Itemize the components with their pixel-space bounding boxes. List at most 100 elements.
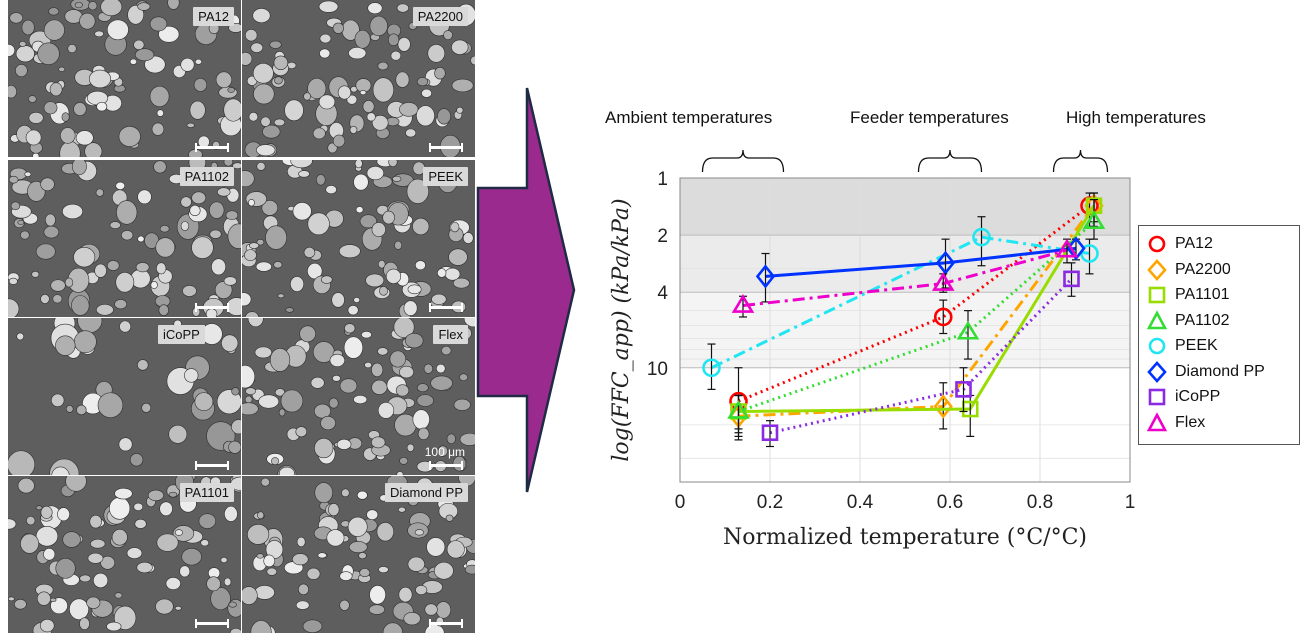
particle bbox=[437, 108, 451, 125]
particle bbox=[88, 69, 112, 89]
data-point bbox=[702, 358, 721, 378]
particle bbox=[314, 482, 333, 504]
legend-label: Flex bbox=[1175, 413, 1206, 431]
particle bbox=[385, 268, 402, 284]
particle bbox=[389, 350, 407, 368]
particle bbox=[115, 272, 135, 293]
series-line bbox=[738, 220, 1095, 413]
particle bbox=[372, 77, 394, 103]
particle bbox=[228, 601, 237, 608]
particle bbox=[65, 405, 74, 413]
particle bbox=[364, 361, 372, 369]
micrograph-label: Flex bbox=[433, 325, 468, 344]
particle bbox=[261, 200, 279, 216]
particle bbox=[441, 345, 452, 356]
particle bbox=[58, 66, 66, 72]
particle bbox=[339, 378, 358, 394]
particle bbox=[353, 297, 361, 303]
particle bbox=[371, 362, 384, 377]
particle bbox=[366, 166, 384, 181]
particle bbox=[459, 373, 468, 382]
particle bbox=[256, 162, 266, 171]
particle bbox=[456, 106, 464, 114]
particle bbox=[414, 260, 426, 271]
particle bbox=[348, 541, 368, 553]
particle-texture bbox=[242, 0, 475, 157]
particle bbox=[298, 170, 310, 178]
particle bbox=[336, 438, 352, 450]
particle bbox=[100, 0, 123, 17]
particle bbox=[416, 394, 434, 407]
particle bbox=[25, 129, 42, 146]
particle bbox=[35, 243, 56, 260]
particle bbox=[448, 248, 468, 266]
particle bbox=[365, 273, 385, 288]
particle bbox=[312, 127, 326, 140]
particle bbox=[437, 445, 448, 457]
data-point bbox=[933, 307, 953, 327]
particle bbox=[8, 596, 15, 602]
particle bbox=[387, 33, 400, 46]
legend-marker bbox=[1148, 337, 1166, 355]
particle bbox=[217, 187, 231, 197]
particle bbox=[296, 536, 306, 548]
particle bbox=[28, 95, 37, 103]
group-brace bbox=[917, 149, 983, 173]
particle bbox=[463, 318, 475, 328]
particle bbox=[224, 505, 238, 522]
particle bbox=[252, 8, 271, 24]
particle bbox=[451, 39, 469, 55]
particle bbox=[231, 419, 241, 435]
particle bbox=[388, 160, 398, 167]
scale-bar bbox=[195, 143, 229, 152]
particle bbox=[144, 55, 166, 74]
particle bbox=[118, 437, 133, 452]
legend-label: iCoPP bbox=[1175, 388, 1221, 405]
particle bbox=[209, 229, 222, 239]
particle bbox=[407, 556, 425, 572]
particle bbox=[394, 240, 403, 250]
data-point bbox=[1082, 210, 1106, 230]
particle bbox=[209, 201, 225, 219]
particle bbox=[15, 64, 28, 78]
particle bbox=[159, 501, 173, 517]
scale-bar bbox=[429, 461, 463, 470]
particle bbox=[159, 225, 170, 233]
particle bbox=[28, 111, 44, 124]
particle bbox=[8, 298, 20, 317]
particle bbox=[109, 221, 121, 229]
particle bbox=[349, 125, 358, 134]
particle bbox=[50, 393, 65, 407]
particle bbox=[174, 529, 183, 536]
particle bbox=[273, 55, 289, 70]
particle bbox=[106, 19, 129, 41]
particle bbox=[395, 71, 410, 88]
particle bbox=[89, 514, 102, 529]
particle bbox=[258, 394, 280, 409]
particle bbox=[285, 307, 294, 313]
particle bbox=[421, 88, 432, 98]
particle bbox=[191, 236, 214, 259]
particle bbox=[244, 311, 260, 317]
y-axis-label: log(FFC_app) (kPa/kPa) bbox=[609, 198, 634, 461]
particle bbox=[423, 363, 433, 374]
particle bbox=[40, 293, 50, 304]
particle bbox=[35, 525, 59, 547]
particle bbox=[377, 259, 386, 269]
particle bbox=[332, 22, 344, 34]
particle-texture bbox=[8, 476, 241, 633]
particle bbox=[424, 603, 438, 616]
particle bbox=[191, 191, 207, 205]
particle bbox=[129, 58, 137, 65]
particle bbox=[126, 547, 143, 559]
particle bbox=[228, 440, 241, 454]
particle bbox=[343, 336, 364, 359]
group-label-feeder: Feeder temperatures bbox=[850, 108, 1009, 127]
scale-bar-label: 100 μm bbox=[424, 445, 465, 459]
particle bbox=[8, 518, 17, 530]
particle bbox=[84, 142, 103, 157]
legend-item: Flex bbox=[1145, 411, 1205, 435]
particle bbox=[223, 98, 241, 122]
particle bbox=[16, 332, 25, 341]
particle bbox=[307, 212, 330, 236]
